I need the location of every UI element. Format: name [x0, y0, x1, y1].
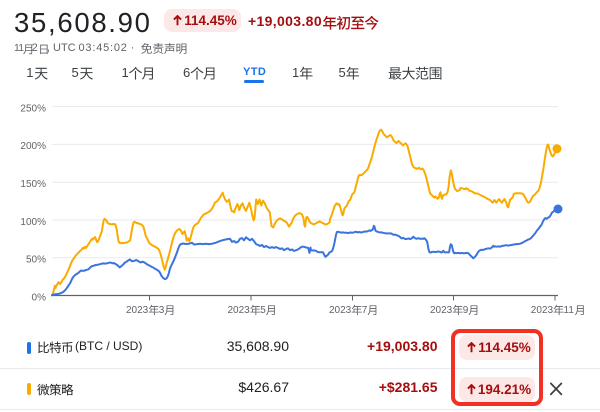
svg-text:2023: 2023: [126, 305, 149, 316]
svg-text:2023: 2023: [228, 305, 251, 316]
svg-text:2023: 2023: [531, 305, 554, 316]
svg-text:5: 5: [260, 305, 266, 316]
svg-text:100%: 100%: [20, 217, 46, 228]
svg-text:0%: 0%: [32, 292, 47, 303]
svg-text:150%: 150%: [20, 179, 46, 190]
svg-text:11: 11: [564, 305, 575, 316]
svg-text:2023: 2023: [430, 305, 453, 316]
svg-text:50%: 50%: [26, 255, 46, 266]
svg-text:3: 3: [159, 305, 165, 316]
svg-text:250%: 250%: [20, 103, 46, 114]
svg-text:9: 9: [463, 305, 469, 316]
svg-text:2023: 2023: [329, 305, 352, 316]
svg-text:200%: 200%: [20, 141, 46, 152]
svg-text:7: 7: [362, 305, 368, 316]
